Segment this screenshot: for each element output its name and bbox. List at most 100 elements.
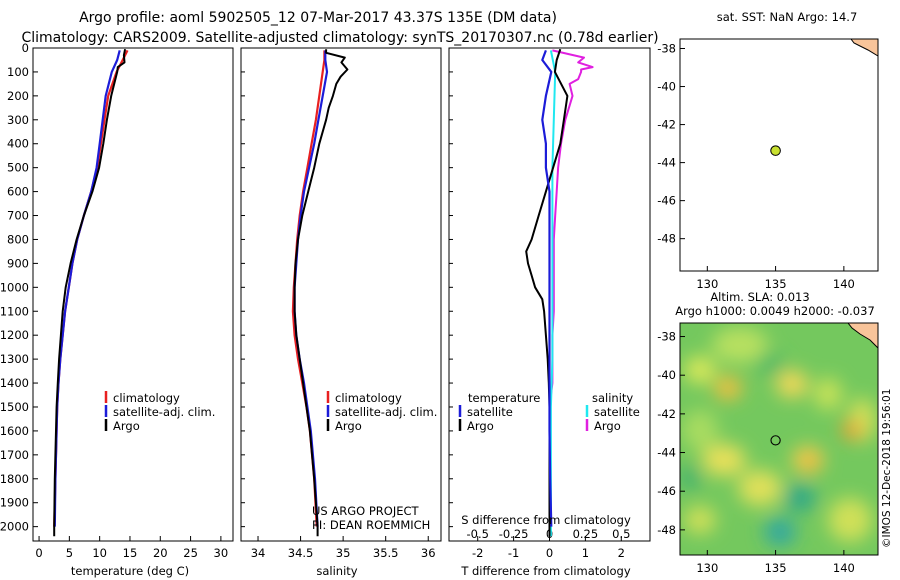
argo-line <box>293 49 349 537</box>
map-x-tick-label: 140 <box>833 561 855 575</box>
x-tick-label: 36 <box>421 546 436 560</box>
argo-line <box>53 49 127 537</box>
legend-temperature-title: temperature <box>468 391 540 405</box>
x-tick-label: 30 <box>214 546 229 560</box>
legend-s-argo: Argo <box>594 419 621 433</box>
depth-tick-label: 0 <box>22 41 29 55</box>
map-y-tick-label: -42 <box>657 118 676 132</box>
temperature-x-axis: 0 5 10 15 20 25 30 <box>35 536 228 560</box>
depth-tick-label: 900 <box>7 256 29 270</box>
project-credit: US ARGO PROJECT <box>312 504 420 518</box>
map-y-tick-label: -38 <box>657 42 676 56</box>
depth-tick-label: 700 <box>7 209 29 223</box>
x-tick-label: 0 <box>546 546 553 560</box>
s-tick-label: 0.25 <box>573 527 599 541</box>
depth-tick-label: 400 <box>7 137 29 151</box>
legend-satellite: satellite-adj. clim. <box>113 405 215 419</box>
depth-tick-label: 100 <box>7 65 29 79</box>
sst-map-title: sat. SST: NaN Argo: 14.7 <box>717 10 858 24</box>
sla-map-title: Altim. SLA: 0.013 <box>710 290 809 304</box>
salinity-series <box>291 49 349 537</box>
satellite-adj-clim--line <box>53 50 121 527</box>
depth-tick-label: 600 <box>7 185 29 199</box>
difference-sublabel: S difference from climatology <box>461 513 631 527</box>
map-x-tick-label: 140 <box>833 277 855 291</box>
depth-tick-label: 2000 <box>0 520 29 534</box>
sst-map-frame <box>679 38 879 272</box>
depth-tick-label: 1800 <box>0 472 29 486</box>
depth-tick-label: 1600 <box>0 424 29 438</box>
difference-legend: temperature satellite Argo salinity sate… <box>458 391 640 433</box>
map-x-tick-label: 135 <box>765 277 787 291</box>
salinity-difference-axis: -0.5 -0.25 0 0.25 0.5 <box>466 527 630 541</box>
depth-axis: 0 100 200 300 400 500 600 700 800 900 1000 1100 1200… <box>0 41 453 534</box>
satellite-adj-clim--line <box>293 50 329 527</box>
legend-t-satellite: satellite <box>467 405 513 419</box>
temperature-legend: climatology satellite-adj. clim. Argo <box>104 391 215 433</box>
sla-map-axes: 130 135 140 -38 -40 -42 -44 -46 -48 <box>657 330 855 575</box>
depth-tick-label: 1700 <box>0 448 29 462</box>
argo-float-marker <box>770 435 781 446</box>
temperature-argo-diff-line <box>525 48 569 537</box>
x-tick-label: 20 <box>153 546 168 560</box>
depth-tick-label: 1200 <box>0 328 29 342</box>
x-tick-label: 34.5 <box>288 546 314 560</box>
map-y-tick-label: -48 <box>657 232 676 246</box>
temperature-series <box>53 49 129 537</box>
sst-map-axes: 130 135 140 -38 -40 -42 -44 -46 -48 <box>657 42 855 291</box>
land-patch <box>850 38 879 57</box>
x-tick-label: 35.5 <box>373 546 399 560</box>
x-tick-label: -2 <box>472 546 483 560</box>
map-y-tick-label: -38 <box>657 330 676 344</box>
legend-t-argo: Argo <box>467 419 494 433</box>
legend-s-satellite: satellite <box>594 405 640 419</box>
depth-tick-label: 1900 <box>0 496 29 510</box>
title-line1: Argo profile: aoml 5902505_12 07-Mar-201… <box>79 10 557 26</box>
salinity-plot-frame <box>240 47 442 542</box>
x-tick-label: 35 <box>336 546 351 560</box>
legend-salinity-title: salinity <box>592 391 633 405</box>
depth-tick-label: 800 <box>7 232 29 246</box>
difference-x-axis: -2 -1 0 1 2 <box>472 536 625 560</box>
legend-argo: Argo <box>335 419 362 433</box>
salinity-xlabel: salinity <box>316 564 357 578</box>
depth-tick-label: 1400 <box>0 376 29 390</box>
argo-float-marker <box>770 145 781 156</box>
legend-climatology: climatology <box>335 391 402 405</box>
temperature-xlabel: temperature (deg C) <box>71 564 189 578</box>
s-tick-label: -0.5 <box>466 527 488 541</box>
sla-heatmap <box>680 323 878 555</box>
depth-tick-label: 500 <box>7 161 29 175</box>
pi-credit: PI: DEAN ROEMMICH <box>312 518 430 532</box>
map-x-tick-label: 130 <box>696 277 718 291</box>
x-tick-label: 1 <box>582 546 589 560</box>
salinity-argo-diff-line <box>548 49 594 527</box>
x-tick-label: 5 <box>66 546 73 560</box>
depth-tick-label: 1000 <box>0 280 29 294</box>
map-x-tick-label: 130 <box>696 561 718 575</box>
map-y-tick-label: -40 <box>657 368 676 382</box>
x-tick-label: 25 <box>183 546 198 560</box>
x-tick-label: 2 <box>618 546 625 560</box>
temperature-satellite-diff-line <box>541 50 553 527</box>
legend-satellite: satellite-adj. clim. <box>335 405 437 419</box>
map-y-tick-label: -42 <box>657 407 676 421</box>
map-y-tick-label: -46 <box>657 484 676 498</box>
map-y-tick-label: -40 <box>657 80 676 94</box>
difference-xlabel: T difference from climatology <box>460 564 631 578</box>
depth-tick-label: 1100 <box>0 304 29 318</box>
legend-climatology: climatology <box>113 391 180 405</box>
difference-series <box>525 48 594 537</box>
salinity-legend: climatology satellite-adj. clim. Argo <box>326 391 437 433</box>
climatology-line <box>291 50 326 527</box>
legend-argo: Argo <box>113 419 140 433</box>
x-tick-label: 34 <box>251 546 266 560</box>
imos-stamp: ©IMOS 12-Dec-2018 19:56:01 <box>881 389 893 548</box>
map-y-tick-label: -44 <box>657 156 676 170</box>
map-y-tick-label: -46 <box>657 194 676 208</box>
x-tick-label: 10 <box>92 546 107 560</box>
s-tick-label: -0.25 <box>499 527 529 541</box>
x-tick-label: -1 <box>508 546 519 560</box>
